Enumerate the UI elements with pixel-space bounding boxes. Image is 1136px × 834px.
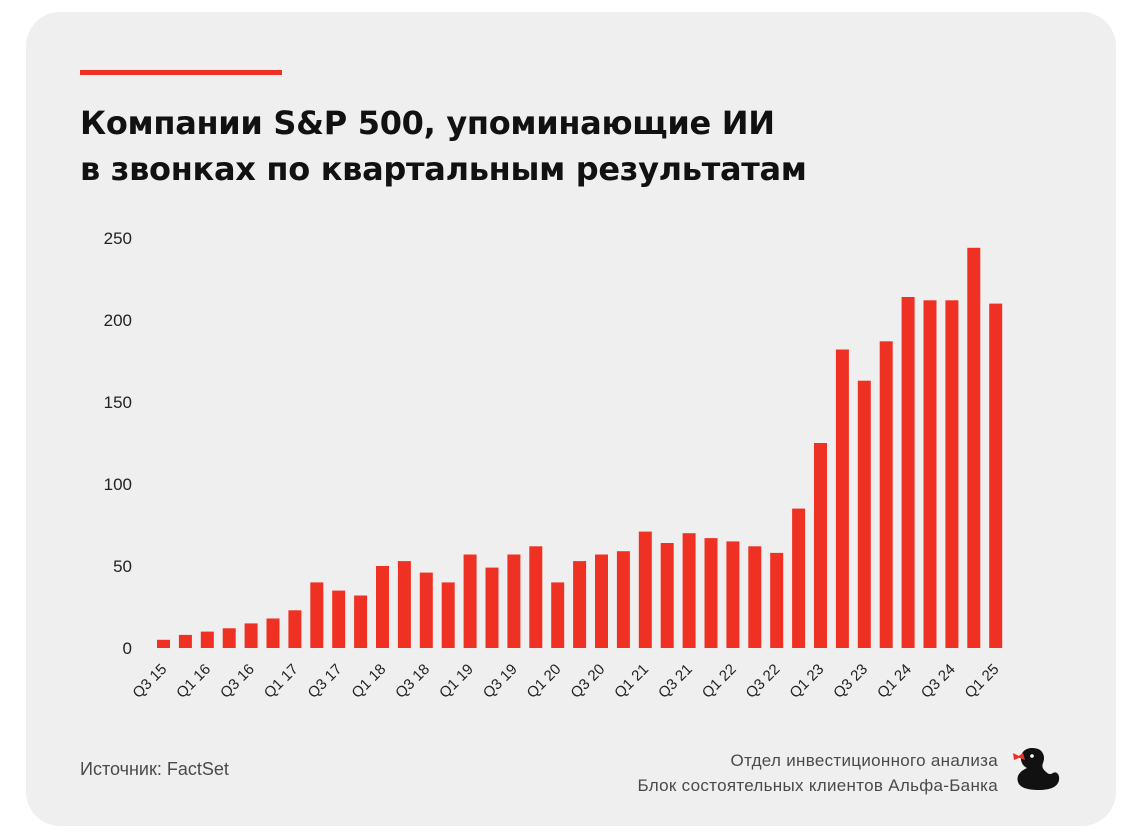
chart-title: Компании S&P 500, упоминающие ИИ в звонк… bbox=[80, 100, 1040, 192]
bar-q3-23 bbox=[857, 380, 871, 648]
bar-q4-17 bbox=[354, 595, 368, 648]
bar-q2-24 bbox=[923, 300, 937, 648]
bar-q4-22 bbox=[792, 508, 806, 648]
duck-logo-icon bbox=[1013, 748, 1060, 790]
x-tick-label: Q3 19 bbox=[480, 661, 521, 702]
bar-q3-17 bbox=[332, 590, 346, 648]
department-note: Отдел инвестиционного анализа Блок состо… bbox=[637, 748, 998, 798]
bar-q4-18 bbox=[441, 582, 455, 648]
bar-q2-23 bbox=[835, 349, 849, 648]
x-tick-label: Q3 18 bbox=[392, 661, 433, 702]
x-tick-label: Q1 17 bbox=[261, 661, 302, 702]
bar-q3-18 bbox=[419, 572, 433, 648]
y-tick-label: 250 bbox=[104, 229, 132, 248]
bar-q1-17 bbox=[288, 610, 302, 648]
x-tick-label: Q3 22 bbox=[743, 661, 784, 702]
bar-q3-22 bbox=[770, 552, 784, 648]
bar-q1-25 bbox=[989, 303, 1003, 648]
bar-q4-21 bbox=[704, 538, 718, 648]
x-tick-label: Q3 15 bbox=[129, 661, 170, 702]
bar-q3-21 bbox=[682, 533, 696, 648]
bar-q4-24 bbox=[967, 247, 981, 649]
x-tick-label: Q3 21 bbox=[655, 661, 696, 702]
y-tick-label: 150 bbox=[104, 393, 132, 412]
bar-q1-21 bbox=[638, 531, 652, 648]
bar-q2-21 bbox=[660, 543, 674, 648]
bar-q3-16 bbox=[244, 623, 258, 648]
bar-q1-22 bbox=[726, 541, 740, 648]
x-tick-label: Q1 24 bbox=[874, 661, 915, 702]
x-tick-label: Q3 16 bbox=[217, 661, 258, 702]
bar-q4-20 bbox=[616, 551, 630, 648]
bar-q1-18 bbox=[376, 566, 389, 648]
bar-q3-15 bbox=[157, 639, 170, 648]
bar-q1-19 bbox=[463, 554, 477, 648]
x-tick-label: Q1 19 bbox=[436, 661, 477, 702]
x-tick-label: Q1 16 bbox=[173, 661, 214, 702]
bar-q1-16 bbox=[200, 631, 214, 648]
x-tick-label: Q3 23 bbox=[830, 661, 871, 702]
y-tick-label: 50 bbox=[113, 557, 132, 576]
bar-q2-18 bbox=[397, 561, 411, 648]
bars bbox=[157, 247, 1003, 649]
bar-q2-22 bbox=[748, 546, 762, 648]
bar-q3-19 bbox=[507, 554, 521, 648]
bar-q2-16 bbox=[222, 628, 236, 648]
bar-q2-20 bbox=[573, 561, 587, 648]
department-line-1: Отдел инвестиционного анализа bbox=[730, 751, 998, 770]
y-tick-label: 0 bbox=[123, 639, 132, 658]
bar-q4-19 bbox=[529, 546, 543, 648]
x-tick-label: Q3 20 bbox=[567, 661, 608, 702]
chart-title-line-1: Компании S&P 500, упоминающие ИИ bbox=[80, 104, 775, 142]
x-tick-label: Q1 20 bbox=[524, 661, 565, 702]
source-note: Источник: FactSet bbox=[80, 759, 229, 779]
bar-q1-23 bbox=[814, 443, 827, 648]
bar-q4-23 bbox=[879, 341, 893, 648]
x-tick-label: Q1 23 bbox=[786, 661, 827, 702]
x-tick-label: Q1 21 bbox=[611, 661, 652, 702]
bar-q4-16 bbox=[266, 618, 280, 648]
y-axis: 0 50 100 150 200 250 bbox=[104, 229, 132, 658]
y-tick-label: 100 bbox=[104, 475, 132, 494]
department-line-2: Блок состоятельных клиентов Альфа-Банка bbox=[637, 776, 998, 795]
x-tick-label: Q1 22 bbox=[699, 661, 740, 702]
bar-q4-15 bbox=[178, 634, 192, 648]
bar-q3-20 bbox=[595, 554, 608, 648]
bar-q2-19 bbox=[485, 567, 499, 648]
bar-q1-20 bbox=[551, 582, 565, 648]
x-tick-label: Q1 25 bbox=[962, 661, 1003, 702]
y-tick-label: 200 bbox=[104, 311, 132, 330]
bar-q1-24 bbox=[901, 297, 915, 648]
x-tick-label: Q3 17 bbox=[305, 661, 346, 702]
accent-line bbox=[80, 70, 282, 75]
x-tick-label: Q3 24 bbox=[918, 661, 959, 702]
chart-title-line-2: в звонках по квартальным результатам bbox=[80, 150, 807, 188]
bar-q3-24 bbox=[945, 300, 959, 648]
x-axis: Q3 15 Q1 16 Q3 16 Q1 17 Q3 17 Q1 18 Q3 18 Q1 19… bbox=[129, 661, 1002, 702]
bar-q2-17 bbox=[310, 582, 324, 648]
x-tick-label: Q1 18 bbox=[348, 661, 389, 702]
